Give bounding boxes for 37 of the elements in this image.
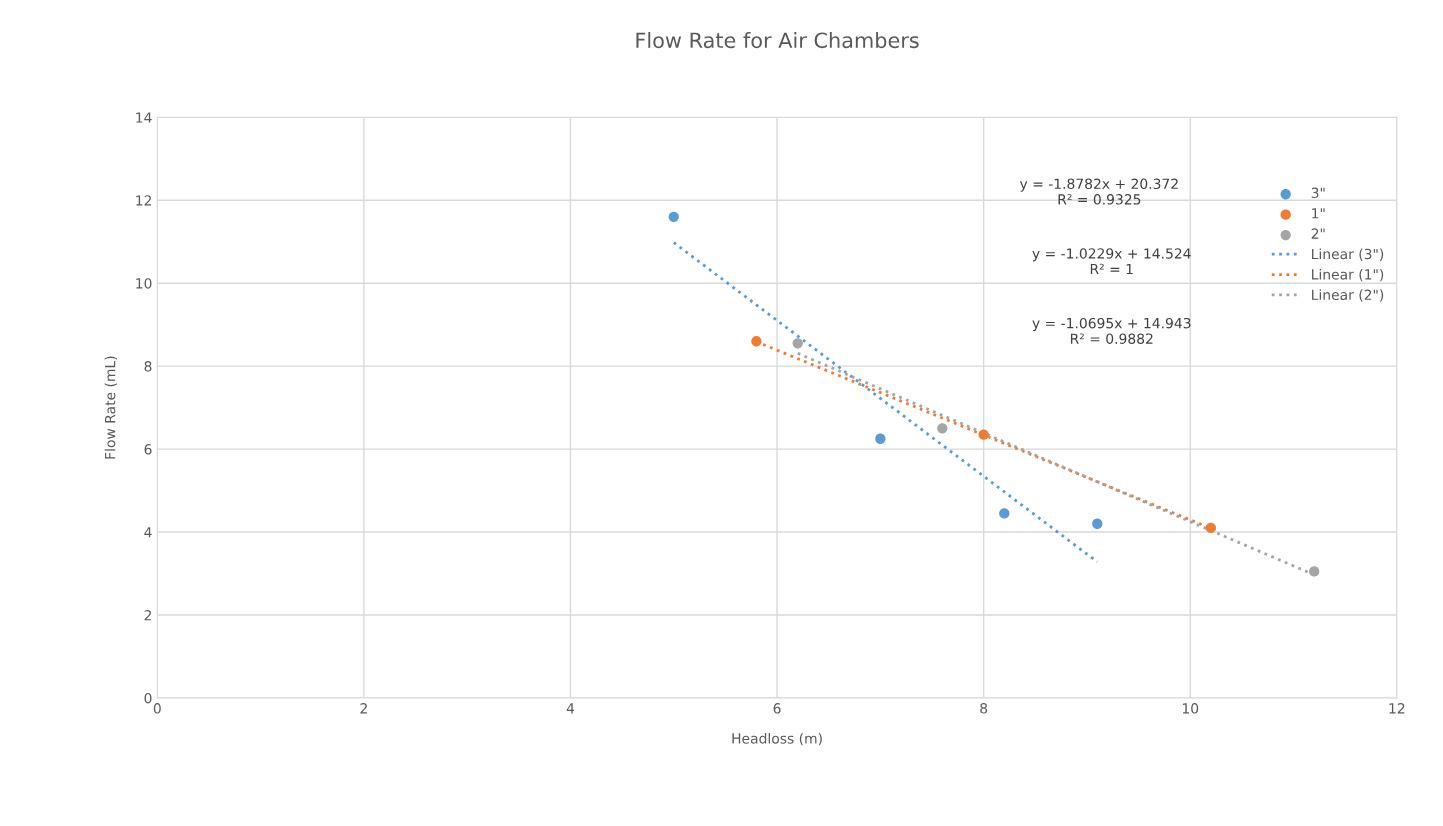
annotation: y = -1.8782x + 20.372 R² = 0.9325	[1019, 178, 1178, 205]
chart-title: Flow Rate for Air Chambers	[636, 32, 919, 49]
y-tick-label: 14	[136, 112, 152, 123]
y-tick-label: 6	[144, 444, 152, 455]
y-tick-label: 0	[144, 692, 152, 704]
legend-label: Linear (2")	[1312, 289, 1384, 302]
legend-label: 3"	[1311, 187, 1325, 199]
point	[978, 429, 989, 440]
x-tick-label: 4	[566, 703, 575, 714]
x-tick-label: 8	[980, 703, 988, 714]
point	[999, 508, 1010, 519]
y-tick-label: 8	[144, 361, 152, 372]
x-tick-label: 10	[1182, 703, 1199, 714]
y-axis-title: Flow Rate (mL)	[104, 356, 118, 459]
x-tick-label: 0	[153, 703, 161, 714]
point	[875, 433, 886, 444]
legend-label: 1"	[1312, 208, 1325, 219]
y-tick-label: 10	[136, 278, 152, 289]
point	[668, 211, 679, 222]
point	[1092, 518, 1103, 529]
point	[1205, 522, 1217, 534]
x-tick-label: 2	[360, 703, 367, 714]
point	[937, 423, 948, 434]
x-tick-label: 12	[1389, 703, 1405, 714]
point	[792, 338, 803, 349]
y-tick-label: 4	[144, 527, 152, 538]
x-tick-label: 6	[773, 703, 781, 714]
legend-label: 2"	[1311, 228, 1325, 239]
annotation: y = -1.0229x + 14.524 R² = 1	[1032, 248, 1191, 275]
annotation: y = -1.0695x + 14.943 R² = 0.9882	[1032, 317, 1191, 344]
y-tick-label: 12	[136, 195, 152, 206]
legend-label: Linear (1")	[1312, 268, 1384, 282]
point	[751, 336, 762, 347]
point	[1309, 566, 1320, 577]
x-axis-title: Headloss (m)	[732, 732, 822, 746]
legend-label: Linear (3")	[1312, 248, 1384, 261]
y-tick-label: 2	[144, 609, 152, 621]
